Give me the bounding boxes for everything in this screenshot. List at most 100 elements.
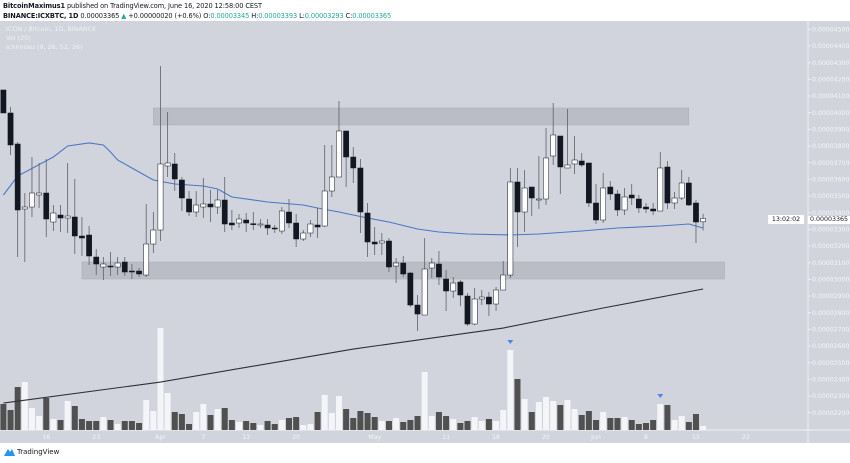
volume-bar [314,412,321,430]
price-tick-label: 0.00004400 [812,43,849,50]
candle-body [664,166,671,204]
volume-bar [621,417,628,430]
candle [443,270,449,312]
candle-body [550,134,557,157]
time-tick-label: 18 [492,434,500,441]
candle [57,205,64,233]
candle-body [179,179,185,199]
candle-body [436,263,442,278]
volume-bar [343,409,350,430]
volume-bar [385,421,392,430]
candle-body [214,199,221,208]
candle [493,287,499,312]
candle-body [221,199,228,225]
candle-body [150,229,157,245]
candle [586,162,592,208]
candle-body [507,181,514,276]
volume-bar [57,420,64,430]
price-tick-label: 0.00004500 [812,27,849,34]
volume-bar [692,414,699,430]
volume-bar [414,416,421,430]
volume-bar [700,426,707,430]
candle-body [364,212,371,243]
candle [478,290,485,306]
volume-bar [650,420,657,430]
price-tick-label: 0.00002300 [812,393,849,400]
volume-marker-icon [507,340,514,344]
candle [571,135,578,174]
candle [121,257,128,277]
candle-body [257,223,264,226]
volume-bar [321,395,328,430]
volume-bar [507,350,514,430]
candle [114,257,121,276]
volume-bar [485,419,492,430]
volume-bar [221,408,228,430]
author-name[interactable]: BitcoinMaximus1 [3,2,65,10]
candle-body [114,262,121,268]
price-tick-label: 0.00003100 [812,260,849,267]
volume-bar [600,412,607,430]
legend-main[interactable]: ICON / Bitcoin, 1D, BINANCE [6,25,97,33]
candle-body [57,214,64,219]
rectangle-zone [153,107,690,126]
price-tick-label: 0.00004300 [812,60,849,67]
candle [450,277,457,299]
volume-bar [243,421,250,430]
volume-bar [464,421,471,430]
candle [157,65,164,242]
volume-bar [178,414,185,430]
volume-bar [114,424,121,430]
candle [314,208,321,239]
candle [521,169,528,233]
volume-bar [28,408,35,430]
candle [600,172,607,224]
price-tick-label: 0.00003500 [812,193,849,200]
candle [700,213,706,231]
tradingview-logo[interactable]: TradingView [4,448,59,456]
volume-bar [578,415,585,430]
candle-body [14,143,21,211]
candle-body [500,274,507,291]
candle [79,217,85,257]
candle-body [643,206,649,210]
candle-body [328,176,335,192]
price-tick-label: 0.00003700 [812,160,849,167]
volume-bar [657,404,664,430]
candle-body [607,186,614,195]
low-label: L: [299,12,305,20]
time-tick-label: Jun [590,434,601,441]
candle [621,187,628,216]
candle [321,144,328,228]
candle-body [371,241,378,245]
candle-body [521,187,528,213]
volume-bar [435,412,442,430]
candle-body [386,240,392,268]
volume-bar [250,423,257,430]
volume-bar [471,417,478,430]
volume-bar [400,422,407,430]
candle [328,144,335,198]
candle [464,293,471,327]
volume-bar [357,411,364,430]
volume-bar [93,421,100,430]
legend-ichimoku[interactable]: Ichimoku (9, 26, 52, 26) [6,43,83,51]
candle [93,249,100,276]
price-tick-label: 0.00002800 [812,310,849,317]
candle-body [514,181,521,213]
candle [528,186,535,217]
candle [279,207,285,235]
candle-body [343,130,349,158]
candle-body [700,218,706,223]
candle-body [600,187,607,221]
legend-volume[interactable]: Vol (20) [6,34,31,42]
high-value: 0.00003393 [258,12,298,20]
candle [407,272,414,308]
candle-body [671,197,678,204]
candle [293,214,299,248]
candle-body [693,202,699,223]
candle-body [493,289,499,305]
volume-bar [157,328,164,430]
candle-body [564,164,571,169]
